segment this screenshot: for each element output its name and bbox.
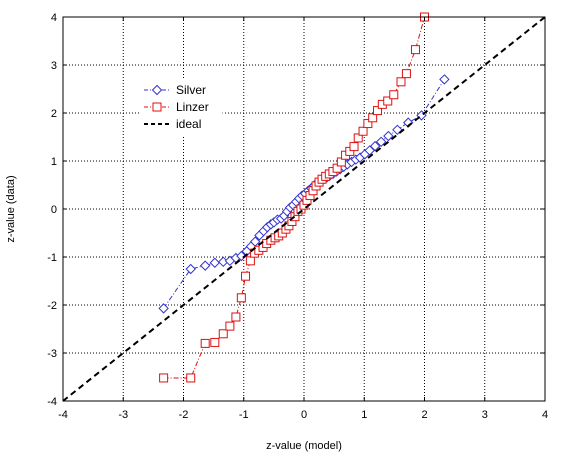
legend-entry-ideal: ideal (144, 117, 201, 131)
point-silver-1 (185, 263, 196, 275)
point-linzer-1 (186, 373, 196, 383)
point-linzer-39 (353, 133, 363, 143)
series-layer (62, 12, 546, 402)
point-linzer-40 (358, 126, 368, 136)
y-tick-label-2: -2 (47, 300, 57, 312)
point-linzer-41 (363, 119, 373, 129)
y-tick-label-0: -4 (47, 396, 57, 408)
point-silver-0 (158, 303, 169, 314)
legend-marker-silver (151, 84, 163, 96)
series-line-linzer (163, 16, 425, 379)
point-linzer-2 (200, 338, 210, 348)
x-tick-label-1: -3 (118, 409, 128, 421)
x-tick-label-2: -2 (179, 409, 189, 421)
x-tick-label-6: 2 (421, 409, 427, 421)
point-silver-45 (375, 136, 387, 148)
x-tick-label-8: 4 (542, 409, 548, 421)
legend-marker-shape-linzer (152, 102, 162, 112)
point-silver-46 (383, 130, 394, 142)
y-tick-label-1: -3 (47, 348, 57, 360)
point-linzer-49 (410, 45, 420, 55)
point-linzer-3 (210, 337, 220, 347)
legend-label-linzer: Linzer (176, 100, 209, 114)
point-linzer-38 (349, 142, 359, 152)
series-ideal (62, 16, 546, 402)
point-silver-2 (199, 260, 211, 271)
point-linzer-7 (236, 293, 246, 303)
legend-marker-linzer (152, 102, 162, 112)
point-linzer-43 (373, 106, 383, 116)
point-linzer-46 (389, 90, 399, 100)
point-linzer-5 (225, 321, 235, 331)
y-axis-label: z-value (data) (5, 175, 17, 242)
legend-label-ideal: ideal (176, 117, 201, 131)
series-linzer (159, 12, 429, 383)
x-tick-label-7: 3 (482, 409, 488, 421)
y-tick-label-8: 4 (51, 12, 57, 24)
point-linzer-48 (401, 69, 411, 79)
point-silver-44 (369, 140, 381, 152)
x-tick-label-5: 1 (361, 409, 367, 421)
y-tick-label-7: 3 (51, 60, 57, 72)
point-linzer-6 (231, 312, 241, 322)
point-linzer-8 (241, 271, 251, 281)
legend-entry-silver: Silver (144, 83, 206, 97)
y-tick-label-6: 2 (51, 108, 57, 120)
x-axis-label: z-value (model) (266, 440, 342, 452)
legend: Silver Linzer ideal (140, 79, 223, 137)
point-silver-43 (364, 145, 375, 156)
x-tick-label-3: -1 (239, 409, 249, 421)
point-silver-3 (209, 257, 221, 268)
point-linzer-47 (396, 77, 406, 87)
y-tick-label-5: 1 (51, 156, 57, 168)
point-linzer-42 (368, 113, 378, 123)
point-silver-50 (439, 74, 450, 85)
point-linzer-9 (245, 256, 255, 266)
series-line-ideal (62, 16, 546, 402)
x-tick-label-0: -4 (58, 409, 68, 421)
legend-marker-shape-silver (151, 84, 163, 96)
y-tick-label-4: 0 (51, 204, 57, 216)
legend-label-silver: Silver (176, 83, 206, 97)
legend-entry-linzer: Linzer (144, 100, 209, 114)
y-tick-label-3: -1 (47, 252, 57, 264)
point-linzer-4 (218, 329, 228, 339)
tick-layer: -4 -3 -2 -1 0 1 2 3 4 -4 -3 -2 -1 0 1 2 3 4 (47, 12, 548, 421)
point-linzer-45 (383, 96, 393, 106)
x-tick-label-4: 0 (301, 409, 307, 421)
point-linzer-0 (159, 373, 169, 383)
